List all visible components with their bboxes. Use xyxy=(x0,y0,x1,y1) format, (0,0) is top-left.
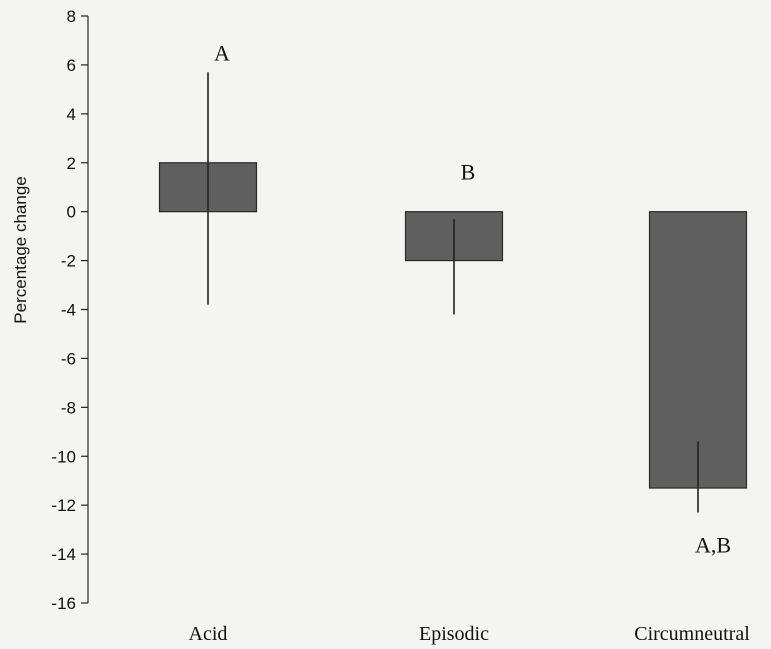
category-label: Acid xyxy=(189,623,228,645)
y-tick-label: -14 xyxy=(51,545,76,564)
y-axis-ticks: 8 6 4 2 0 -2 -4 -6 -8 -10 -12 -14 -16 xyxy=(51,7,88,613)
y-tick-label: 6 xyxy=(67,56,76,75)
significance-label: A xyxy=(214,40,230,65)
y-tick-label: -12 xyxy=(51,496,76,515)
y-tick-label: 8 xyxy=(67,7,76,26)
category-label: Circumneutral xyxy=(634,623,750,645)
bars xyxy=(158,162,748,489)
y-axis-label: Percentage change xyxy=(11,176,30,323)
y-tick-label: 2 xyxy=(67,154,76,173)
category-labels: Acid Episodic Circumneutral xyxy=(189,623,751,645)
y-tick-label: 4 xyxy=(67,105,76,124)
category-label: Episodic xyxy=(419,623,489,645)
y-tick-label: -8 xyxy=(61,398,76,417)
y-tick-label: 0 xyxy=(67,203,76,222)
significance-label: A,B xyxy=(695,533,731,558)
significance-label: B xyxy=(461,160,476,185)
y-tick-label: -2 xyxy=(61,252,76,271)
y-tick-label: -4 xyxy=(61,301,76,320)
error-bars xyxy=(207,72,699,513)
significance-labels: A B A,B xyxy=(214,40,731,557)
y-tick-label: -16 xyxy=(51,594,76,613)
y-tick-label: -10 xyxy=(51,447,76,466)
y-tick-label: -6 xyxy=(61,349,76,368)
